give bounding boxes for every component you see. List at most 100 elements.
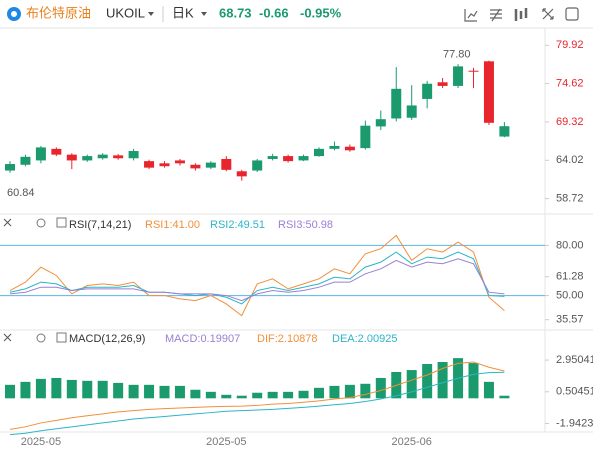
macd-bar — [5, 384, 15, 399]
tool-draw[interactable] — [490, 8, 502, 22]
candle-body — [252, 160, 263, 171]
x-tick-label: 2025-05 — [21, 436, 61, 448]
macd-bar — [221, 394, 232, 399]
candle-body — [205, 162, 216, 168]
y-tick-label: 69.32 — [556, 116, 584, 128]
macd-bar — [468, 363, 479, 399]
indicator-line — [9, 371, 505, 436]
macd-bar — [190, 389, 201, 399]
legend-entry: DEA:2.00925 — [332, 333, 397, 345]
macd-bar — [422, 363, 433, 399]
candle-body — [406, 105, 417, 118]
macd-bar — [437, 362, 448, 399]
candle-body — [283, 156, 294, 162]
macd-bar — [483, 381, 494, 399]
tool-settings[interactable] — [565, 7, 579, 21]
y-tick-label: 61.28 — [556, 271, 584, 283]
indicator-line — [9, 234, 505, 317]
tool-fullscreen[interactable] — [542, 8, 554, 20]
candle-body — [20, 156, 31, 165]
macd-bar — [82, 380, 93, 399]
candle-body — [344, 146, 355, 151]
indicator-line — [9, 361, 505, 430]
tool-chart[interactable] — [464, 9, 478, 22]
candle-body — [221, 158, 232, 170]
candle-body — [483, 61, 494, 123]
y-tick-label: 2.95041 — [556, 354, 593, 366]
close-icon[interactable] — [3, 333, 12, 342]
indicator-line — [9, 251, 505, 305]
legend-entry: RSI1:41.00 — [145, 219, 200, 231]
candle-body — [314, 148, 324, 157]
macd-bar — [298, 390, 309, 399]
symbol[interactable]: UKOIL — [106, 5, 145, 20]
settings-icon[interactable] — [56, 332, 67, 343]
y-tick-label: 74.62 — [556, 78, 584, 90]
macd-bar — [174, 385, 185, 399]
macd-bar — [51, 377, 62, 399]
settings-icon[interactable] — [56, 217, 67, 228]
macd-bar — [205, 391, 216, 399]
candle-body — [329, 145, 340, 149]
macd-bar — [128, 384, 139, 399]
candle-body — [437, 82, 448, 86]
macd-bar — [406, 370, 417, 399]
candle-body — [453, 66, 464, 86]
candle-body — [159, 163, 170, 167]
candle-body — [82, 156, 93, 161]
y-tick-label: 35.57 — [556, 314, 584, 326]
macd-bar — [159, 385, 170, 399]
macd-bar — [20, 381, 31, 399]
candle-body — [422, 83, 433, 99]
y-tick-label: 0.50451 — [556, 386, 593, 398]
legend-entry: RSI2:49.51 — [210, 219, 265, 231]
tool-indicator[interactable] — [514, 8, 528, 21]
candle-body — [190, 164, 201, 169]
y-tick-label: 80.00 — [556, 239, 584, 251]
macd-bar — [283, 391, 294, 399]
y-tick-label: 50.00 — [556, 289, 584, 301]
candle-body — [174, 160, 185, 164]
candle-body — [128, 151, 139, 159]
legend-entry: MACD:0.19907 — [165, 333, 240, 345]
macd-bar — [499, 395, 510, 399]
dropdown-arrow[interactable] — [201, 12, 207, 16]
macd-bar — [329, 385, 340, 399]
candle-body — [5, 164, 15, 171]
visibility-icon[interactable] — [36, 218, 46, 228]
toolbar — [464, 7, 579, 22]
candle-body — [499, 126, 510, 137]
candle-body — [113, 155, 124, 159]
candle-body — [35, 147, 46, 161]
y-tick-label: 64.02 — [556, 154, 584, 166]
legend-entry: DIF:2.10878 — [257, 333, 318, 345]
instrument-name[interactable]: 布伦特原油 — [26, 5, 91, 20]
macd-bar — [344, 384, 355, 399]
macd-bar — [144, 384, 155, 399]
y-tick-label: 58.72 — [556, 193, 584, 205]
candle-body — [360, 125, 371, 149]
candle-body — [97, 154, 108, 159]
period[interactable]: 日K — [172, 5, 194, 20]
indicator-title: MACD(12,26,9) — [69, 333, 145, 345]
macd-bar — [35, 378, 46, 399]
change: -0.66 — [259, 5, 289, 20]
candle-body — [267, 156, 278, 159]
indicator-line — [9, 258, 505, 302]
candle-body — [298, 156, 309, 161]
candle-body — [51, 148, 62, 155]
macd-bar — [360, 383, 371, 399]
visibility-icon[interactable] — [36, 333, 46, 343]
x-tick-label: 2025-05 — [206, 436, 246, 448]
candle-body — [468, 70, 479, 72]
candle-body — [144, 161, 155, 168]
y-tick-label: -1.94235 — [556, 417, 593, 429]
macd-bar — [97, 380, 108, 399]
macd-bar — [314, 387, 324, 399]
macd-bar — [236, 395, 247, 399]
macd-bar — [375, 377, 386, 399]
dropdown-arrow[interactable] — [148, 12, 154, 16]
close-icon[interactable] — [3, 218, 12, 227]
x-tick-label: 2025-06 — [392, 436, 432, 448]
candle-body — [375, 119, 386, 127]
